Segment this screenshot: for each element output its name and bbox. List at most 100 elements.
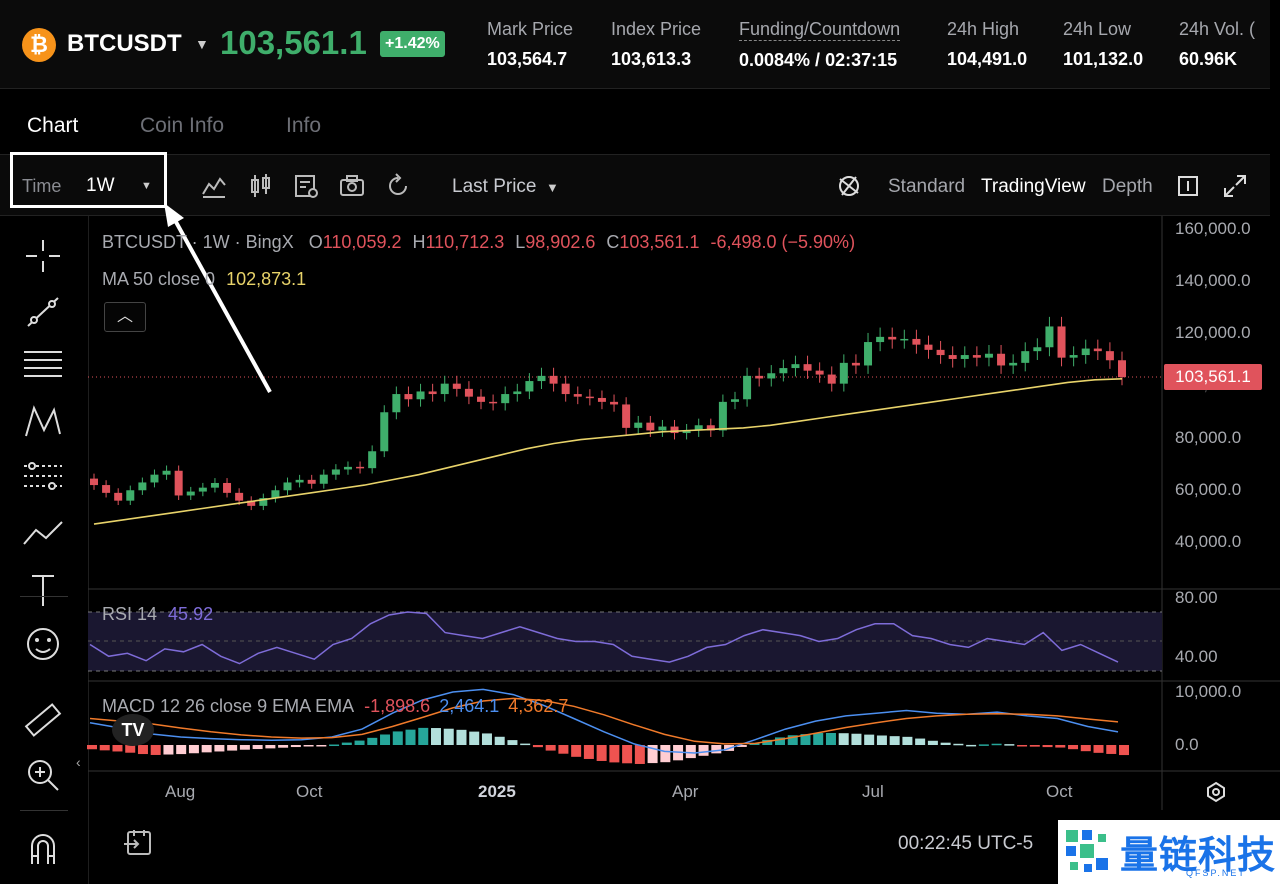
- legend-close: 103,561.1: [619, 232, 700, 252]
- magnet-icon[interactable]: [22, 828, 64, 868]
- chevron-down-icon[interactable]: ▼: [141, 180, 152, 192]
- macd-histogram-bar: [698, 745, 709, 756]
- candle-body: [718, 401, 727, 431]
- text-icon[interactable]: [22, 570, 64, 610]
- single-layout-icon[interactable]: [1176, 174, 1200, 198]
- candle-body: [670, 426, 679, 434]
- qfsp-logo-icon: [1066, 830, 1108, 872]
- macd-y-tick: 10,000.0: [1175, 682, 1242, 701]
- watermark-url: QFSP.NET: [1186, 868, 1246, 878]
- macd-histogram-bar: [864, 734, 875, 745]
- tradingview-logo[interactable]: TV: [112, 714, 154, 746]
- candle-body: [356, 466, 365, 469]
- macd-histogram-bar: [431, 728, 441, 745]
- candle-type-icon[interactable]: [246, 172, 274, 200]
- mode-tradingview[interactable]: TradingView: [981, 176, 1086, 197]
- candle-body: [646, 422, 655, 431]
- candle-body: [464, 388, 473, 397]
- candle-body: [573, 394, 582, 397]
- candle-body: [1045, 326, 1054, 348]
- stat-funding[interactable]: Funding/Countdown 0.0084% / 02:37:15: [739, 19, 901, 71]
- fib-icon[interactable]: [22, 458, 64, 498]
- macd-histogram-bar: [978, 744, 989, 746]
- rsi-label: RSI 14: [102, 604, 158, 624]
- chevron-down-icon[interactable]: ▼: [546, 180, 559, 195]
- candle-body: [368, 451, 377, 469]
- candle-body: [984, 353, 993, 358]
- tab-chart[interactable]: Chart: [27, 114, 79, 137]
- macd-histogram-bar: [927, 740, 938, 745]
- date-range-icon[interactable]: [122, 828, 154, 858]
- macd-histogram-bar: [736, 745, 747, 747]
- stat-label[interactable]: Funding/Countdown: [739, 19, 901, 41]
- macd-histogram-bar: [405, 729, 416, 745]
- price-source-selector[interactable]: Last Price: [452, 176, 537, 197]
- candle-body: [428, 391, 437, 395]
- interval-value[interactable]: 1W: [86, 175, 115, 196]
- stat-label: 24h Vol. (: [1179, 19, 1256, 39]
- horizontal-lines-icon[interactable]: [22, 346, 64, 386]
- style-icon[interactable]: [834, 171, 864, 201]
- candle-body: [936, 349, 945, 356]
- pattern-icon[interactable]: [22, 402, 64, 442]
- candle-body: [489, 401, 498, 404]
- macd-histogram-bar: [252, 745, 263, 750]
- candle-body: [525, 381, 534, 392]
- interval-selector[interactable]: [10, 152, 167, 208]
- collapse-legend-button[interactable]: ︿: [104, 302, 146, 332]
- macd-histogram-bar: [724, 745, 735, 751]
- macd-y-tick: 0.0: [1175, 735, 1199, 754]
- candle-body: [174, 470, 183, 496]
- mode-standard[interactable]: Standard: [888, 176, 966, 197]
- ma-value: 102,873.1: [226, 269, 307, 289]
- stat-label: 24h Low: [1063, 19, 1132, 39]
- crosshair-icon[interactable]: [22, 236, 64, 276]
- candle-body: [706, 425, 715, 431]
- mode-depth[interactable]: Depth: [1102, 176, 1153, 197]
- camera-icon[interactable]: [338, 172, 366, 200]
- candle-body: [694, 425, 703, 431]
- candle-body: [283, 482, 292, 491]
- macd-histogram-bar: [214, 745, 225, 752]
- emoji-icon[interactable]: [22, 624, 64, 664]
- ruler-icon[interactable]: [22, 700, 64, 740]
- macd-histogram-bar: [1093, 745, 1104, 753]
- legend-high: 110,712.3: [425, 232, 505, 252]
- macd-histogram-bar: [1106, 745, 1117, 754]
- macd-histogram-bar: [762, 739, 773, 745]
- macd-histogram-bar: [456, 729, 467, 745]
- candle-body: [658, 426, 667, 431]
- chevron-left-icon[interactable]: ‹: [76, 754, 81, 770]
- fullscreen-icon[interactable]: [1221, 172, 1249, 200]
- rsi-y-tick: 80.00: [1175, 588, 1218, 607]
- macd-histogram-bar: [800, 734, 811, 745]
- candle-body: [210, 482, 219, 488]
- zoom-in-icon[interactable]: [22, 754, 64, 794]
- settings-icon[interactable]: [1204, 780, 1228, 804]
- trend-line-icon[interactable]: [22, 292, 64, 332]
- tool-divider: [20, 810, 68, 811]
- chart-legend: BTCUSDT · 1W · BingX O110,059.2 H110,712…: [102, 232, 855, 253]
- macd-histogram-bar: [494, 736, 505, 745]
- macd-histogram-bar: [825, 732, 836, 745]
- tab-coin-info[interactable]: Coin Info: [140, 114, 225, 137]
- macd-histogram-bar: [125, 745, 136, 753]
- template-icon[interactable]: [292, 172, 320, 200]
- macd-histogram-bar: [303, 745, 314, 747]
- refresh-icon[interactable]: [384, 172, 412, 200]
- clock-timezone[interactable]: 00:22:45 UTC-5: [898, 833, 1034, 854]
- macd-histogram-bar: [673, 745, 684, 761]
- ma-50-line: [93, 378, 1123, 525]
- stat-label: 24h High: [947, 19, 1020, 39]
- symbol-selector[interactable]: BTCUSDT: [67, 30, 182, 57]
- chevron-down-icon[interactable]: ▼: [195, 36, 209, 52]
- candle-body: [331, 469, 340, 475]
- forecast-icon[interactable]: [22, 514, 64, 554]
- tab-info[interactable]: Info: [286, 114, 322, 137]
- indicators-icon[interactable]: [200, 172, 228, 200]
- macd-signal-value: 4,362.7: [508, 696, 569, 716]
- macd-histogram-bar: [775, 737, 785, 745]
- x-tick: Jul: [862, 782, 884, 801]
- legend-close-label: C: [606, 232, 620, 252]
- stat-value: 103,613.3: [611, 49, 692, 69]
